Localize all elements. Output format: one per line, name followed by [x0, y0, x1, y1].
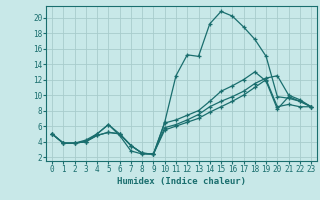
- X-axis label: Humidex (Indice chaleur): Humidex (Indice chaleur): [117, 177, 246, 186]
